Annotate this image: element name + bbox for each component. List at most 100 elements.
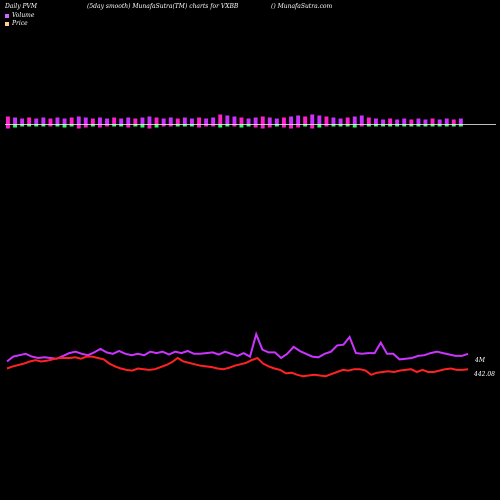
volume-bar-up: [388, 118, 393, 125]
volume-bar-up: [317, 115, 322, 125]
volume-bar-up: [41, 117, 46, 125]
legend-price-label: Price: [12, 20, 28, 27]
volume-bar-down: [260, 124, 265, 129]
volume-bar-up: [211, 117, 216, 125]
volume-bar-down: [154, 124, 159, 128]
volume-bar-down: [27, 124, 32, 127]
price-line: [6, 355, 469, 378]
volume-bar-up: [182, 117, 187, 125]
volume-bar-down: [48, 124, 53, 127]
volume-bar-up: [133, 118, 138, 125]
volume-bar-down: [204, 124, 209, 127]
volume-bar-up: [374, 118, 378, 125]
volume-bar-up: [190, 118, 194, 125]
volume-bar-up: [303, 116, 308, 125]
volume-bar-up: [274, 118, 279, 125]
price-value-label: 442.08: [473, 371, 495, 378]
volume-bar-up: [423, 119, 428, 125]
volume-bar-down: [303, 124, 308, 127]
volume-bar-down: [55, 124, 60, 127]
volume-bar-up: [204, 118, 209, 125]
volume-bar-up: [34, 118, 39, 125]
volume-bar-down: [451, 124, 456, 127]
volume-bar-down: [374, 124, 378, 127]
volume-bar-down: [90, 124, 95, 127]
legend-price: Price: [5, 20, 28, 27]
volume-bar-up: [310, 114, 315, 125]
volume-bar-down: [34, 124, 39, 127]
volume-bar-up: [444, 118, 449, 125]
volume-bar-down: [310, 124, 315, 129]
volume-bar-down: [83, 124, 88, 128]
volume-bar-down: [416, 124, 421, 127]
volume-bar-up: [260, 116, 265, 125]
volume-bar-down: [175, 124, 180, 127]
volume-bar-down: [331, 124, 336, 127]
volume-bar-down: [126, 124, 131, 128]
volume-bar-up: [197, 117, 201, 125]
volume-bar-down: [444, 124, 449, 127]
volume-bar-down: [423, 124, 428, 127]
volume-bar-down: [352, 124, 357, 128]
volume-bar-up: [20, 118, 25, 125]
volume-bar-down: [225, 124, 230, 127]
volume-bar-up: [62, 118, 67, 125]
volume-bar-down: [133, 124, 138, 127]
volume-bar-up: [105, 118, 109, 125]
volume-bar-down: [20, 124, 25, 127]
legend-volume: Volume: [5, 12, 34, 19]
volume-bar-down: [69, 124, 74, 127]
volume-bar-up: [98, 117, 102, 125]
volume-bar-up: [416, 118, 421, 125]
volume-bar-up: [458, 118, 463, 125]
volume-bar-up: [352, 116, 357, 125]
volume-bar-down: [395, 124, 400, 127]
volume-bar-up: [154, 117, 159, 125]
volume-bar-down: [267, 124, 272, 128]
volume-bar-down: [239, 124, 244, 128]
volume-bar-down: [190, 124, 194, 127]
volume-bar-up: [253, 117, 258, 125]
volume-line: [6, 331, 469, 363]
volume-bar-down: [409, 124, 414, 127]
volume-bar-up: [48, 118, 53, 125]
volume-bar-up: [119, 118, 124, 125]
volume-bar-down: [161, 124, 166, 127]
volume-bar-up: [402, 118, 407, 125]
volume-bar-down: [274, 124, 279, 127]
volume-bar-down: [197, 124, 201, 128]
volume-bar-up: [218, 114, 223, 125]
volume-bar-up: [395, 119, 400, 125]
volume-bar-up: [331, 117, 336, 125]
volume-bar-down: [317, 124, 322, 128]
volume-bar-down: [41, 124, 46, 127]
volume-bar-up: [90, 118, 95, 125]
volume-bar-down: [345, 124, 350, 127]
volume-bar-up: [338, 118, 343, 125]
volume-bar-up: [112, 117, 117, 125]
volume-bar-down: [366, 124, 371, 127]
volume-bar-up: [168, 117, 173, 125]
volume-bar-up: [324, 116, 329, 125]
volume-bar-down: [253, 124, 258, 128]
volume-bar-up: [175, 118, 180, 125]
volume-bar-up: [69, 117, 74, 125]
volume-bar-up: [161, 118, 166, 125]
volume-bar-down: [246, 124, 251, 127]
volume-bar-down: [211, 124, 216, 127]
volume-bar-down: [218, 124, 223, 128]
volume-bar-down: [13, 124, 17, 128]
volume-bar-up: [147, 116, 152, 125]
volume-value-label: 4M: [474, 357, 486, 364]
volume-bar-up: [225, 115, 230, 125]
volume-bar-up: [381, 119, 385, 125]
volume-bar-up: [27, 117, 32, 125]
volume-bar-down: [296, 124, 301, 128]
volume-bar-up: [359, 115, 364, 125]
volume-bar-down: [62, 124, 67, 128]
volume-bar-up: [430, 118, 435, 125]
volume-bar-down: [76, 124, 81, 129]
volume-bars: [6, 114, 463, 129]
volume-bar-up: [451, 119, 456, 125]
